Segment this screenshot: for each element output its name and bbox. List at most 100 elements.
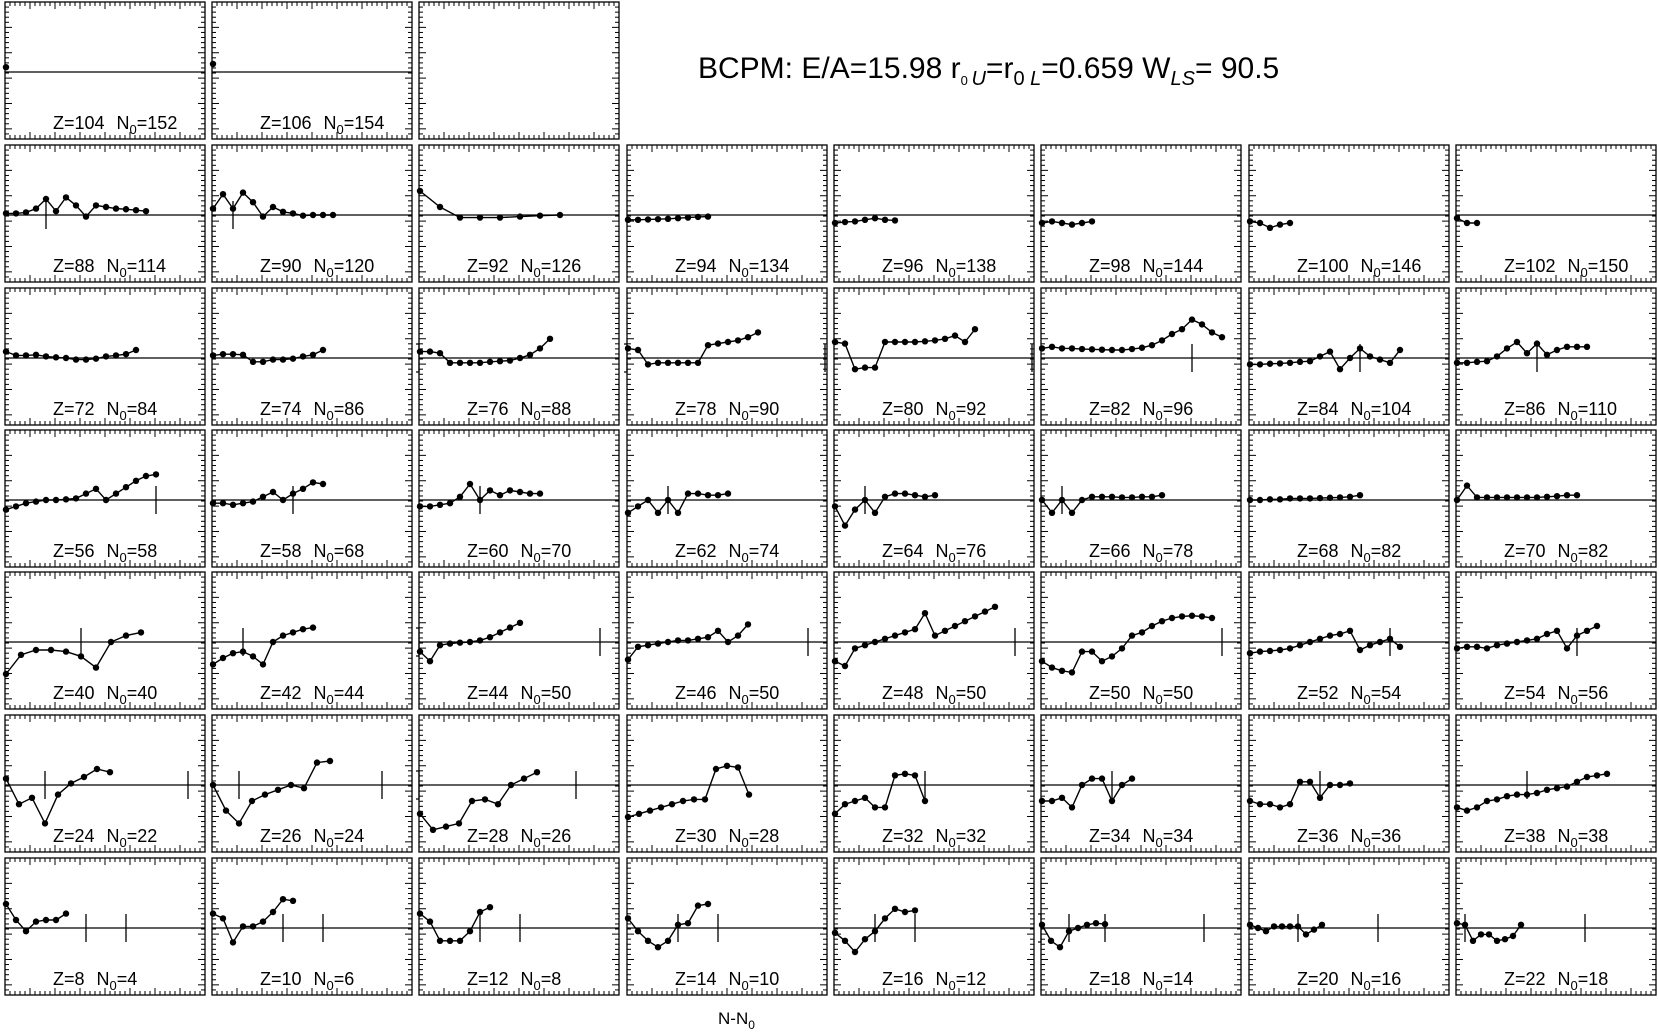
panel: Z=106 N0=154 — [209, 1, 413, 140]
data-point — [871, 364, 879, 371]
panel-ticks — [1041, 858, 1241, 995]
data-point — [1138, 629, 1146, 636]
data-point — [1088, 218, 1096, 225]
data-point — [219, 350, 227, 358]
data-point — [1038, 345, 1046, 352]
data-point — [2, 900, 10, 908]
data-point — [679, 797, 687, 805]
panel-ticks — [1249, 145, 1449, 282]
data-point — [142, 472, 150, 480]
panel-label: Z=28 N0=26 — [467, 826, 571, 850]
data-point — [22, 928, 30, 935]
data-point — [536, 212, 544, 219]
data-point — [1493, 796, 1501, 803]
data-point — [1563, 492, 1571, 499]
data-point — [249, 199, 257, 206]
panel-frame — [1040, 714, 1242, 853]
data-point — [881, 493, 889, 500]
data-point — [1473, 358, 1481, 366]
panel-label: Z=58 N0=68 — [260, 541, 364, 565]
data-point — [1098, 658, 1106, 665]
data-point — [1108, 797, 1116, 805]
data-point — [2, 506, 10, 513]
data-point — [1098, 493, 1106, 500]
data-point — [1356, 646, 1364, 654]
panel-ticks — [419, 715, 619, 852]
panel-grid: Z=104 N0=152 Z=106 N0=154 Z=88 N0=114 Z=90 N0=1… — [2, 1, 1657, 996]
data-point — [72, 202, 80, 209]
data-point — [456, 937, 464, 944]
data-point — [1128, 494, 1136, 501]
data-point — [1038, 219, 1046, 227]
data-point — [1068, 804, 1076, 811]
data-point — [644, 361, 652, 368]
data-point — [32, 918, 40, 925]
data-point — [1336, 366, 1344, 373]
data-point — [506, 487, 514, 494]
data-point — [684, 637, 692, 644]
data-point — [1346, 627, 1354, 634]
data-point — [694, 902, 702, 909]
panel: Z=86 N0=110 — [1453, 287, 1657, 426]
data-point — [1543, 786, 1551, 793]
data-point — [841, 801, 849, 808]
data-point — [47, 646, 55, 654]
data-point — [269, 488, 277, 496]
data-point — [259, 918, 267, 925]
panel-label: Z=82 N0=96 — [1089, 399, 1193, 423]
data-point — [249, 358, 257, 366]
data-point — [269, 908, 277, 916]
data-point — [279, 356, 287, 363]
panel-label: Z=86 N0=110 — [1504, 399, 1617, 423]
data-point — [526, 351, 534, 358]
data-point — [1463, 482, 1471, 489]
data-point — [309, 479, 317, 486]
data-point — [1088, 648, 1096, 655]
data-point — [2, 775, 10, 782]
data-point — [1083, 921, 1091, 928]
panel: Z=82 N0=96 — [1038, 287, 1242, 426]
data-point — [644, 642, 652, 649]
series-line — [5, 473, 157, 511]
panel: Z=56 N0=58 — [2, 429, 206, 568]
panel-label: Z=104 N0=152 — [53, 113, 177, 137]
data-point — [426, 348, 434, 355]
data-point — [249, 923, 257, 930]
panel-ticks — [419, 858, 619, 995]
chart-title: BCPM: E/A=15.98 r0 U=r0 L=0.659 WLS= 90.… — [698, 52, 1279, 90]
series-line — [1041, 318, 1223, 351]
data-point — [239, 351, 247, 358]
panel-ticks — [1041, 145, 1241, 282]
panel-label: Z=90 N0=120 — [260, 256, 374, 280]
panel-label: Z=56 N0=58 — [53, 541, 157, 565]
data-point — [723, 762, 731, 769]
data-point — [507, 781, 515, 789]
series-line — [212, 349, 324, 363]
panel-ticks — [1041, 715, 1241, 852]
data-point — [1553, 346, 1561, 354]
data-point — [1503, 345, 1511, 352]
data-point — [1296, 358, 1304, 366]
data-point — [971, 326, 979, 333]
data-point — [1276, 646, 1284, 654]
data-point — [1286, 923, 1294, 930]
data-point — [1573, 632, 1581, 639]
panel-label: Z=72 N0=84 — [53, 399, 157, 423]
data-point — [1058, 219, 1066, 227]
data-point — [901, 770, 909, 777]
data-point — [931, 337, 939, 344]
panel: Z=74 N0=86 — [209, 287, 413, 426]
series-line — [419, 906, 491, 942]
panel-ticks — [834, 288, 1034, 425]
panel-ticks — [212, 2, 412, 139]
data-point — [911, 907, 919, 914]
data-point — [259, 213, 267, 220]
data-point — [690, 796, 698, 803]
panel: Z=20 N0=16 — [1246, 857, 1450, 996]
panel-frame — [833, 714, 1035, 853]
series-line — [1249, 924, 1323, 936]
data-point — [436, 501, 444, 508]
data-point — [1453, 496, 1461, 504]
data-point — [1048, 664, 1056, 671]
panel: Z=98 N0=144 — [1038, 144, 1242, 283]
